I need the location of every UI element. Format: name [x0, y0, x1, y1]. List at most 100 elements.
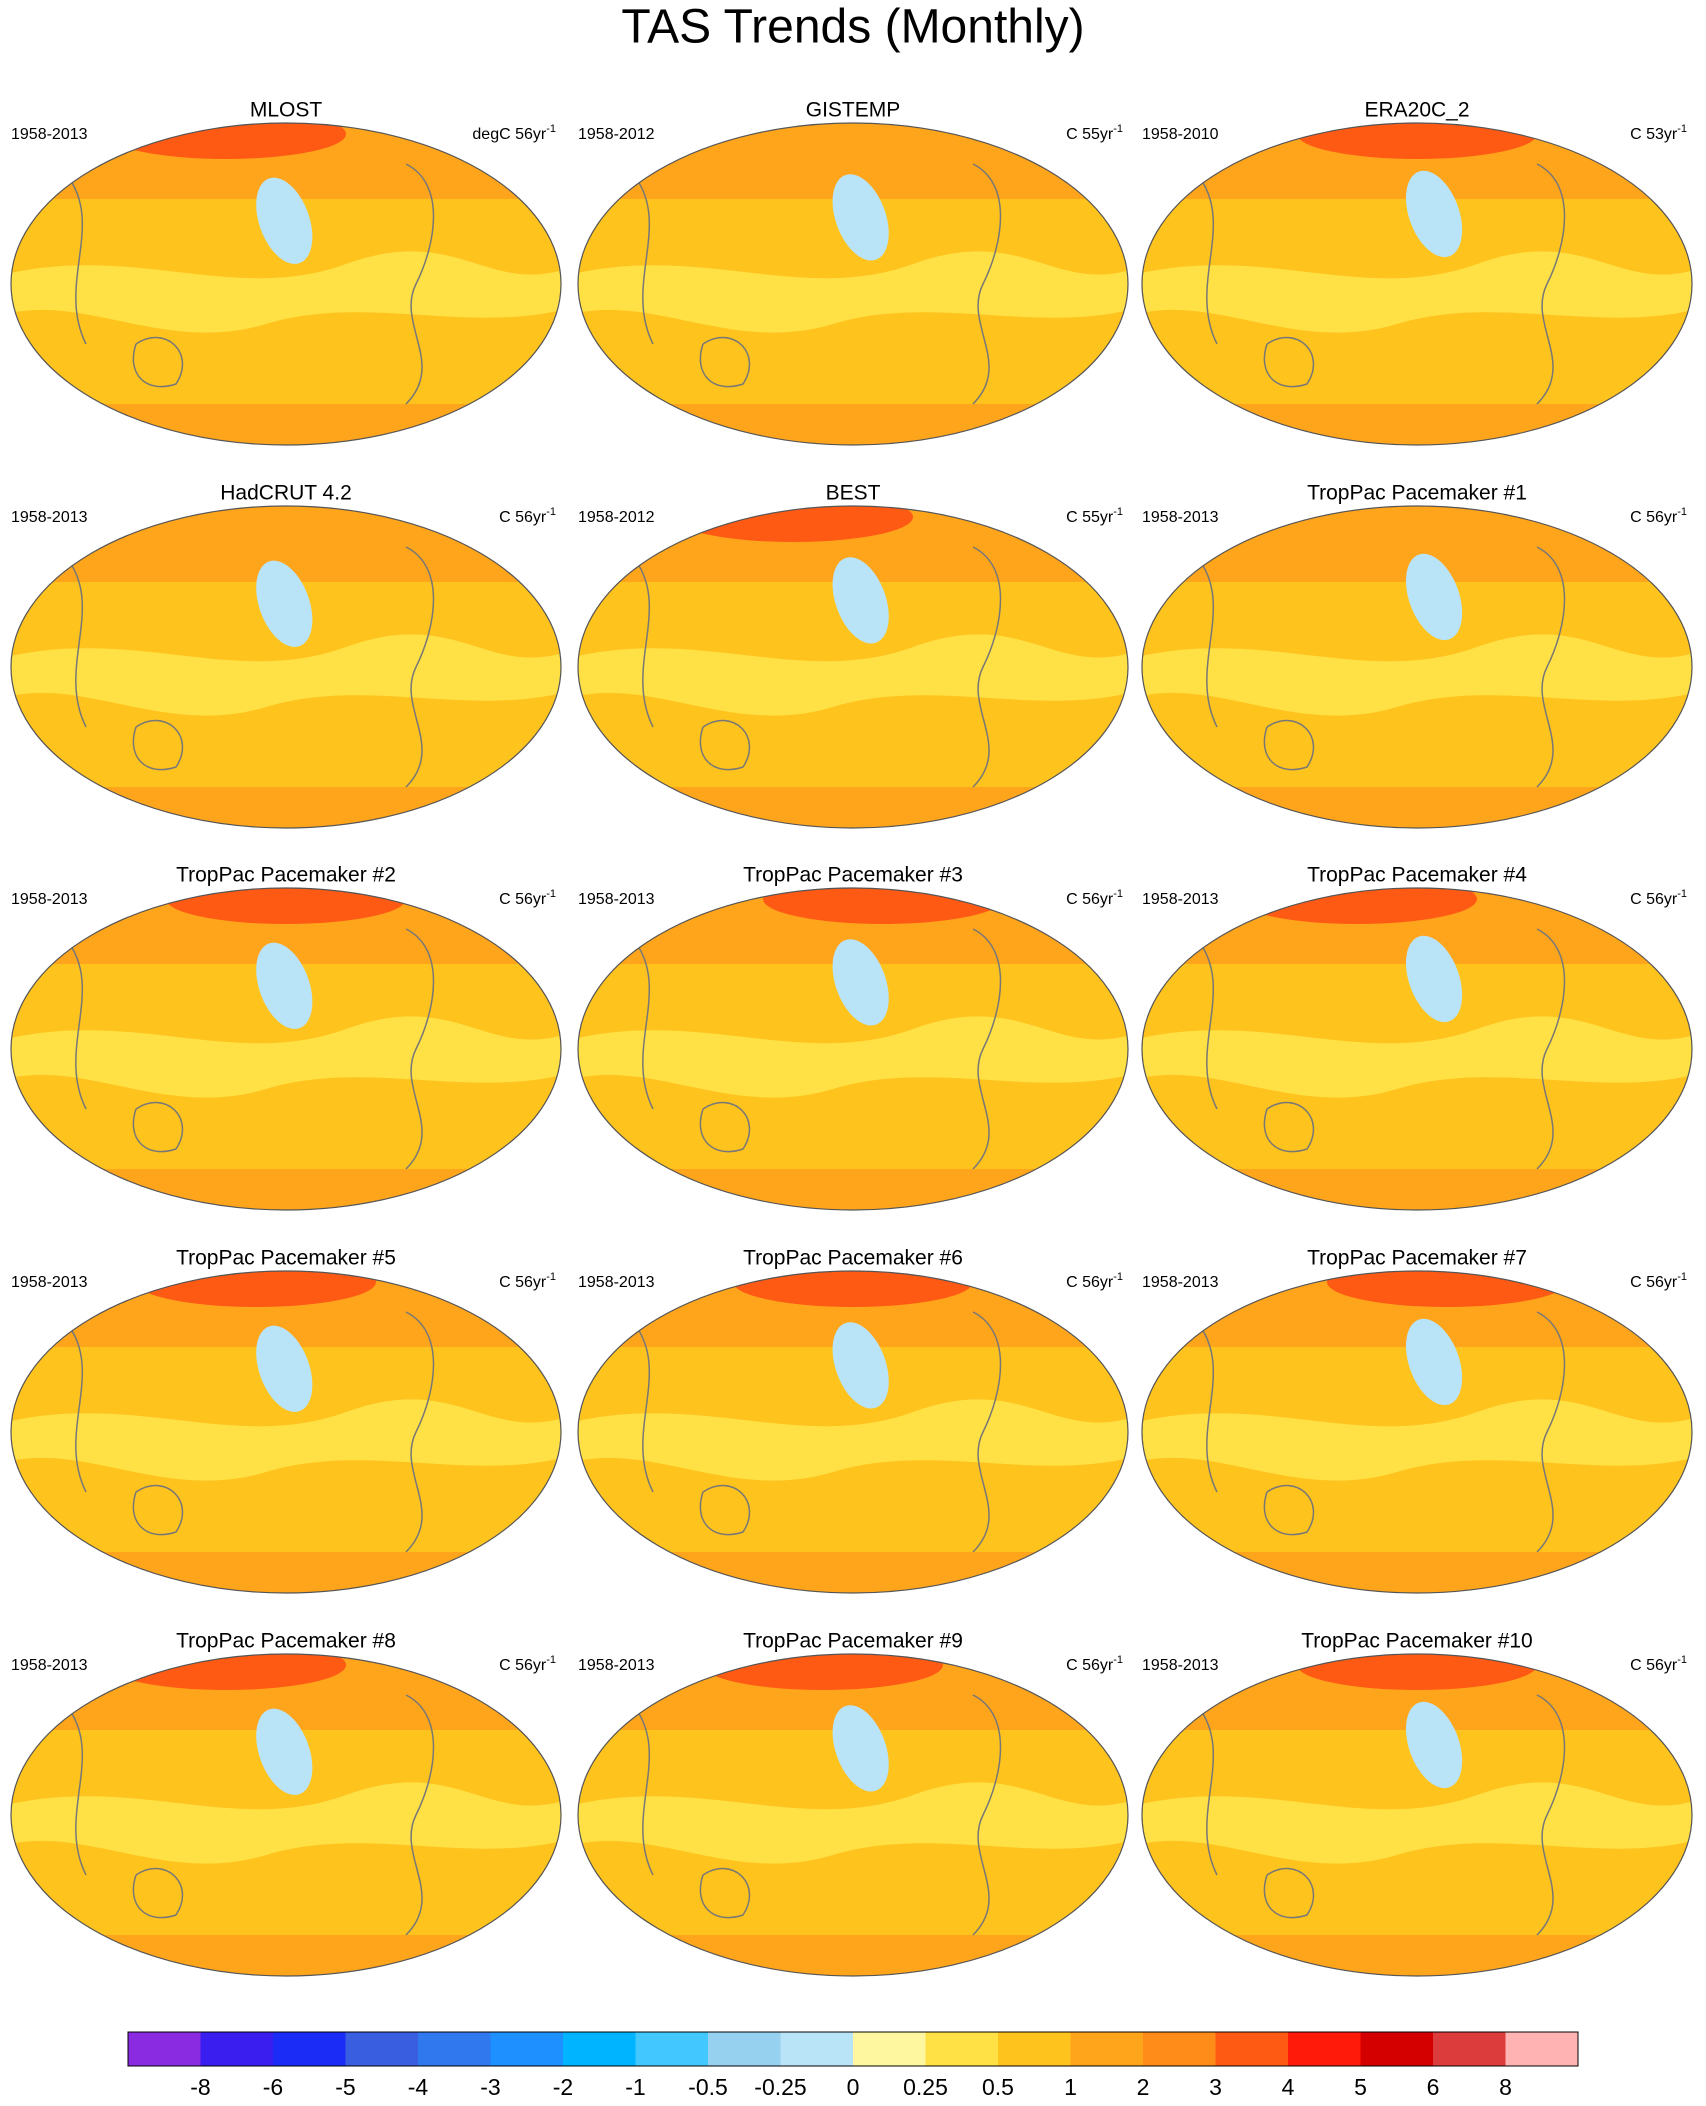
map-border	[1141, 887, 1693, 1211]
colorbar-swatch	[128, 2032, 201, 2066]
map-band	[1142, 1782, 1692, 1864]
panel-units: C 56yr-1	[499, 506, 556, 526]
units-exponent: -1	[546, 123, 556, 135]
map-panel: TropPac Pacemaker #8 1958-2013 C 56yr-1	[10, 1630, 562, 1977]
map-land	[65, 546, 435, 788]
units-text: C 56yr	[1066, 1657, 1114, 1674]
map-south	[578, 1169, 1128, 1210]
map-band	[578, 251, 1128, 333]
map-panel: GISTEMP 1958-2012 C 55yr-1	[577, 99, 1129, 446]
panel-title: TropPac Pacemaker #3	[743, 864, 963, 887]
map-band	[11, 1782, 561, 1864]
map-border	[577, 505, 1129, 829]
panel-units: C 56yr-1	[499, 1271, 556, 1291]
map-border	[1141, 505, 1693, 829]
map-band	[1142, 634, 1692, 716]
map-arctic	[166, 888, 406, 924]
units-exponent: -1	[1113, 888, 1123, 900]
map-panel: TropPac Pacemaker #3 1958-2013 C 56yr-1	[577, 864, 1129, 1211]
map	[578, 1654, 1128, 1976]
map	[11, 506, 561, 828]
panel-title: BEST	[826, 482, 881, 505]
panel-period: 1958-2012	[578, 126, 655, 143]
panel-units: C 56yr-1	[1066, 1654, 1123, 1674]
map	[578, 506, 1128, 828]
panel-units: C 56yr-1	[1630, 888, 1687, 908]
colorbar-label: 6	[1427, 2074, 1440, 2100]
colorbar-label: 3	[1209, 2074, 1222, 2100]
units-exponent: -1	[546, 1271, 556, 1283]
map-band	[578, 1399, 1128, 1481]
colorbar-label: -8	[190, 2074, 210, 2100]
panel-period: 1958-2013	[11, 891, 88, 908]
colorbar-label: 0.5	[982, 2074, 1014, 2100]
map-land	[632, 546, 1002, 788]
map-arctic	[703, 1654, 943, 1690]
map-south	[11, 1169, 561, 1210]
panel-period: 1958-2013	[1142, 891, 1219, 908]
colorbar-label: -5	[335, 2074, 355, 2100]
map	[1142, 1271, 1692, 1593]
map-border	[10, 122, 562, 446]
map	[1142, 506, 1692, 828]
map-south	[11, 1552, 561, 1593]
map-cool	[1405, 935, 1463, 1023]
units-text: C 56yr	[499, 1274, 547, 1291]
map-panel: TropPac Pacemaker #9 1958-2013 C 56yr-1	[577, 1630, 1129, 1977]
colorbar-swatch	[273, 2032, 346, 2066]
panel-title: HadCRUT 4.2	[220, 482, 352, 505]
map-land	[1196, 1311, 1566, 1553]
map-cool	[832, 1705, 889, 1792]
map-border	[577, 122, 1129, 446]
map	[578, 123, 1128, 445]
panel-units: C 56yr-1	[1630, 1654, 1687, 1674]
map-south	[11, 1935, 561, 1976]
units-text: C 56yr	[1630, 891, 1678, 908]
map-border	[577, 1653, 1129, 1977]
map-border	[10, 1270, 562, 1594]
map-south	[11, 787, 561, 828]
colorbar-swatch	[998, 2032, 1071, 2066]
map-arctic	[733, 1271, 973, 1307]
map-south	[578, 1935, 1128, 1976]
map-border	[10, 887, 562, 1211]
panel-period: 1958-2013	[11, 1274, 88, 1291]
panel-units: C 56yr-1	[499, 888, 556, 908]
map-arctic	[1297, 1654, 1537, 1690]
panel-title: TropPac Pacemaker #5	[176, 1247, 396, 1270]
colorbar-swatch	[1433, 2032, 1506, 2066]
units-exponent: -1	[546, 506, 556, 518]
map-land	[632, 1694, 1002, 1936]
colorbar-swatch	[1505, 2032, 1579, 2066]
map	[11, 1271, 561, 1593]
colorbar-swatch	[925, 2032, 999, 2066]
panel-period: 1958-2013	[11, 1657, 88, 1674]
colorbar-label: 1	[1064, 2074, 1077, 2100]
colorbar-swatch	[490, 2032, 564, 2066]
map-arctic	[1297, 123, 1537, 159]
panel-units: C 53yr-1	[1630, 123, 1687, 143]
map-border	[10, 1653, 562, 1977]
map-south	[578, 1552, 1128, 1593]
colorbar-label: -0.25	[754, 2074, 806, 2100]
map-cool	[1405, 1318, 1463, 1406]
units-exponent: -1	[1677, 1654, 1687, 1666]
units-text: C 56yr	[499, 509, 547, 526]
colorbar-swatch	[563, 2032, 636, 2066]
units-exponent: -1	[1677, 1271, 1687, 1283]
map-land	[1196, 1694, 1566, 1936]
panel-title: TropPac Pacemaker #2	[176, 864, 396, 887]
map-land	[65, 163, 435, 405]
map-land	[1196, 546, 1566, 788]
panel-units: C 56yr-1	[1066, 1271, 1123, 1291]
map-cool	[256, 177, 313, 264]
map-cool	[1405, 1701, 1463, 1789]
units-exponent: -1	[1677, 123, 1687, 135]
map-land	[632, 1311, 1002, 1553]
panel-title: TropPac Pacemaker #1	[1307, 482, 1527, 505]
map-panel: ERA20C_2 1958-2010 C 53yr-1	[1141, 99, 1693, 446]
units-exponent: -1	[546, 1654, 556, 1666]
map-land	[1196, 163, 1566, 405]
colorbar-label: 0	[847, 2074, 860, 2100]
map-land	[65, 928, 435, 1170]
